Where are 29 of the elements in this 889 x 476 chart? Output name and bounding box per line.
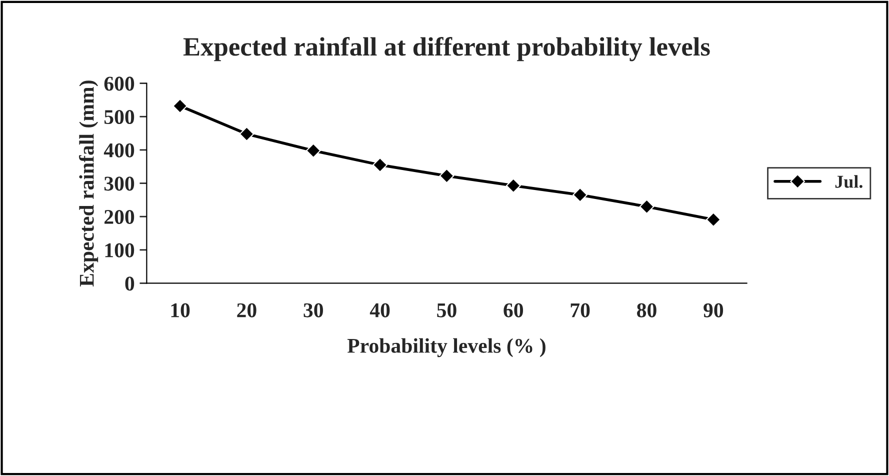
- point: [506, 178, 521, 193]
- y-axis-title: Expected rainfall (mm): [78, 80, 98, 286]
- point: [172, 98, 188, 114]
- point: [239, 126, 254, 142]
- x-tick-label: 80: [637, 303, 656, 318]
- chart-title: Expected rainfall at different probability levels: [183, 36, 710, 62]
- point: [372, 158, 388, 172]
- y-tick-label: 0: [125, 276, 134, 291]
- point: [306, 143, 321, 158]
- x-tick-label: 10: [171, 303, 190, 318]
- point: [706, 212, 721, 227]
- x-tick-label: 90: [704, 303, 724, 318]
- x-axis-title: Probability levels (% ): [347, 338, 546, 358]
- y-tick-label: 500: [104, 110, 134, 124]
- x-tick-label: 40: [370, 303, 390, 318]
- y-tick-label: 600: [104, 76, 134, 91]
- point: [439, 168, 454, 184]
- y-tick-label: 200: [104, 210, 134, 224]
- point: [639, 199, 654, 214]
- point: [572, 188, 588, 202]
- x-tick-label: 60: [504, 303, 524, 318]
- y-tick-label: 100: [105, 243, 134, 258]
- x-tick-label: 50: [437, 303, 456, 318]
- x-tick-label: 70: [570, 303, 590, 318]
- y-tick-label: 400: [104, 143, 134, 158]
- x-tick-label: 30: [304, 303, 323, 318]
- legend-label: Jul.: [835, 175, 862, 188]
- x-tick-label: 20: [237, 303, 256, 318]
- y-tick-label: 300: [104, 176, 134, 191]
